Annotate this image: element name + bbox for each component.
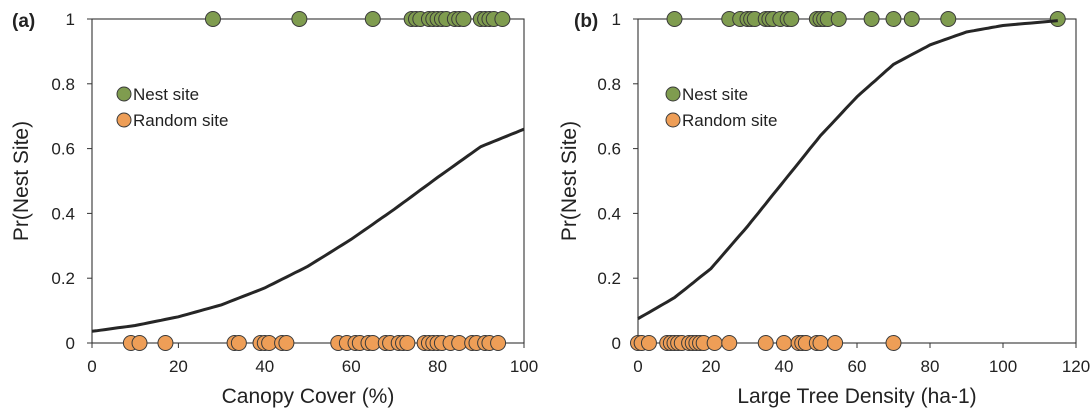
nest-site-point	[204, 11, 221, 27]
y-tick-label: 0.6	[597, 140, 621, 159]
fitted-curve	[91, 127, 525, 333]
x-tick-label: 80	[921, 357, 940, 376]
nest-site-point	[783, 11, 800, 27]
nest-site-point	[830, 11, 847, 27]
legend-nest-site-marker	[116, 86, 132, 102]
x-tick-label: 60	[342, 357, 361, 376]
random-site-point	[885, 335, 902, 351]
plot-frame	[91, 18, 525, 344]
y-tick-label: 1	[66, 10, 75, 29]
y-tick-label: 0.4	[597, 204, 621, 223]
random-site-point	[490, 335, 507, 351]
legend-random-site-marker	[665, 112, 681, 128]
random-site-point	[812, 335, 829, 351]
y-tick-label: 1	[612, 10, 621, 29]
y-tick-label: 0.6	[51, 140, 75, 159]
x-tick-label: 40	[255, 357, 274, 376]
nest-site-point	[1049, 11, 1066, 27]
y-tick-label: 0.8	[51, 75, 75, 94]
legend-random-site-label: Random site	[682, 111, 777, 130]
nest-site-point	[863, 11, 880, 27]
random-site-point	[706, 335, 723, 351]
random-site-point	[157, 335, 174, 351]
random-site-point	[230, 335, 247, 351]
y-axis-title: Pr(Nest Site)	[558, 121, 581, 241]
nest-site-point	[666, 11, 683, 27]
panel-a: 0 20 40 60 80 100 0 0.2 0.4 0.6 0.8 1 Canopy Cover (…	[10, 10, 538, 408]
x-tick-label: 0	[633, 357, 642, 376]
nest-site-point	[885, 11, 902, 27]
random-site-point	[757, 335, 774, 351]
random-site-point	[399, 335, 416, 351]
x-tick-label: 100	[989, 357, 1017, 376]
random-site-point	[278, 335, 295, 351]
nest-site-point	[494, 11, 511, 27]
x-axis-title: Canopy Cover (%)	[222, 385, 395, 408]
random-site-point	[640, 335, 657, 351]
legend-random-site-label: Random site	[133, 111, 228, 130]
y-axis-title: Pr(Nest Site)	[10, 121, 33, 241]
x-tick-label: 100	[510, 357, 538, 376]
x-tick-label: 120	[1062, 357, 1090, 376]
x-tick-label: 20	[702, 357, 721, 376]
x-tick-label: 80	[428, 357, 447, 376]
random-site-point	[776, 335, 792, 351]
x-tick-label: 20	[169, 357, 188, 376]
x-axis-title: Large Tree Density (ha-1)	[737, 385, 976, 408]
plot-frame	[637, 18, 1077, 344]
fitted-curve	[637, 19, 1058, 320]
random-site-point	[131, 335, 148, 351]
random-site-point	[827, 335, 844, 351]
y-tick-label: 0.2	[597, 269, 621, 288]
panel-b: 0 20 40 60 80 100 120 0 0.2 0.4 0.6 0.8 1 Large Tree …	[558, 10, 1090, 408]
nest-site-point	[291, 11, 308, 27]
y-tick-label: 0	[612, 334, 621, 353]
x-tick-label: 40	[775, 357, 794, 376]
panel-label: (a)	[12, 11, 35, 32]
nest-site-point	[903, 11, 920, 27]
y-tick-label: 0.2	[51, 269, 75, 288]
legend-nest-site-marker	[665, 86, 681, 102]
y-tick-label: 0	[66, 334, 75, 353]
x-tick-label: 0	[87, 357, 96, 376]
legend-random-site-marker	[116, 112, 132, 128]
nest-site-point	[364, 11, 381, 27]
x-tick-label: 60	[848, 357, 867, 376]
legend-nest-site-label: Nest site	[682, 85, 748, 104]
legend-nest-site-label: Nest site	[133, 85, 199, 104]
y-tick-label: 0.4	[51, 204, 75, 223]
nest-site-point	[940, 11, 957, 27]
nest-site-point	[455, 11, 472, 27]
y-tick-label: 0.8	[597, 75, 621, 94]
random-site-point	[721, 335, 738, 351]
panel-label: (b)	[574, 11, 598, 32]
